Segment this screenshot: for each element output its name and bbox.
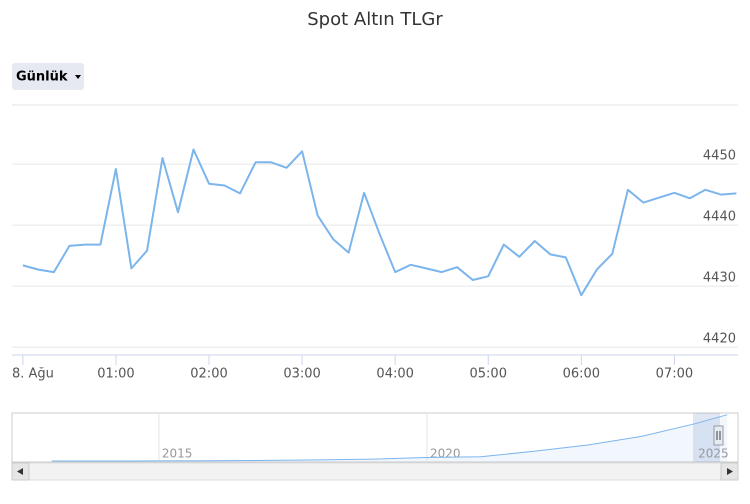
- x-tick-label: 01:00: [97, 367, 134, 382]
- x-tick-label: 04:00: [376, 367, 413, 382]
- x-tick-label: 03:00: [283, 367, 320, 382]
- navigator-area: [51, 414, 728, 462]
- right-arrow: [727, 468, 733, 475]
- dropdown-label: Günlük: [16, 70, 68, 85]
- y-tick-label: 4440: [703, 210, 736, 225]
- y-tick-label: 4420: [703, 332, 736, 347]
- navigator-tick-label: 2025: [698, 447, 729, 461]
- x-tick-label: 02:00: [190, 367, 227, 382]
- y-tick-label: 4450: [703, 149, 736, 164]
- navigator-line: [51, 414, 728, 462]
- navigator-handle[interactable]: [713, 425, 724, 446]
- dropdown-caret: [75, 75, 81, 79]
- x-tick-label: 07:00: [656, 367, 693, 382]
- range-dropdown[interactable]: Günlük: [12, 63, 84, 90]
- navigator-frame: [11, 412, 739, 463]
- scrollbar-track[interactable]: [11, 462, 739, 481]
- x-tick-label: 05:00: [470, 367, 507, 382]
- chart-title: Spot Altın TLGr: [307, 9, 443, 30]
- navigator-tick-label: 2015: [162, 447, 193, 461]
- price-line: [22, 148, 737, 297]
- y-tick-label: 4430: [703, 271, 736, 286]
- dropdown-background: [12, 63, 84, 90]
- left-arrow: [17, 468, 23, 475]
- x-tick-label: 8. Ağu: [12, 367, 54, 382]
- x-tick-label: 06:00: [563, 367, 600, 382]
